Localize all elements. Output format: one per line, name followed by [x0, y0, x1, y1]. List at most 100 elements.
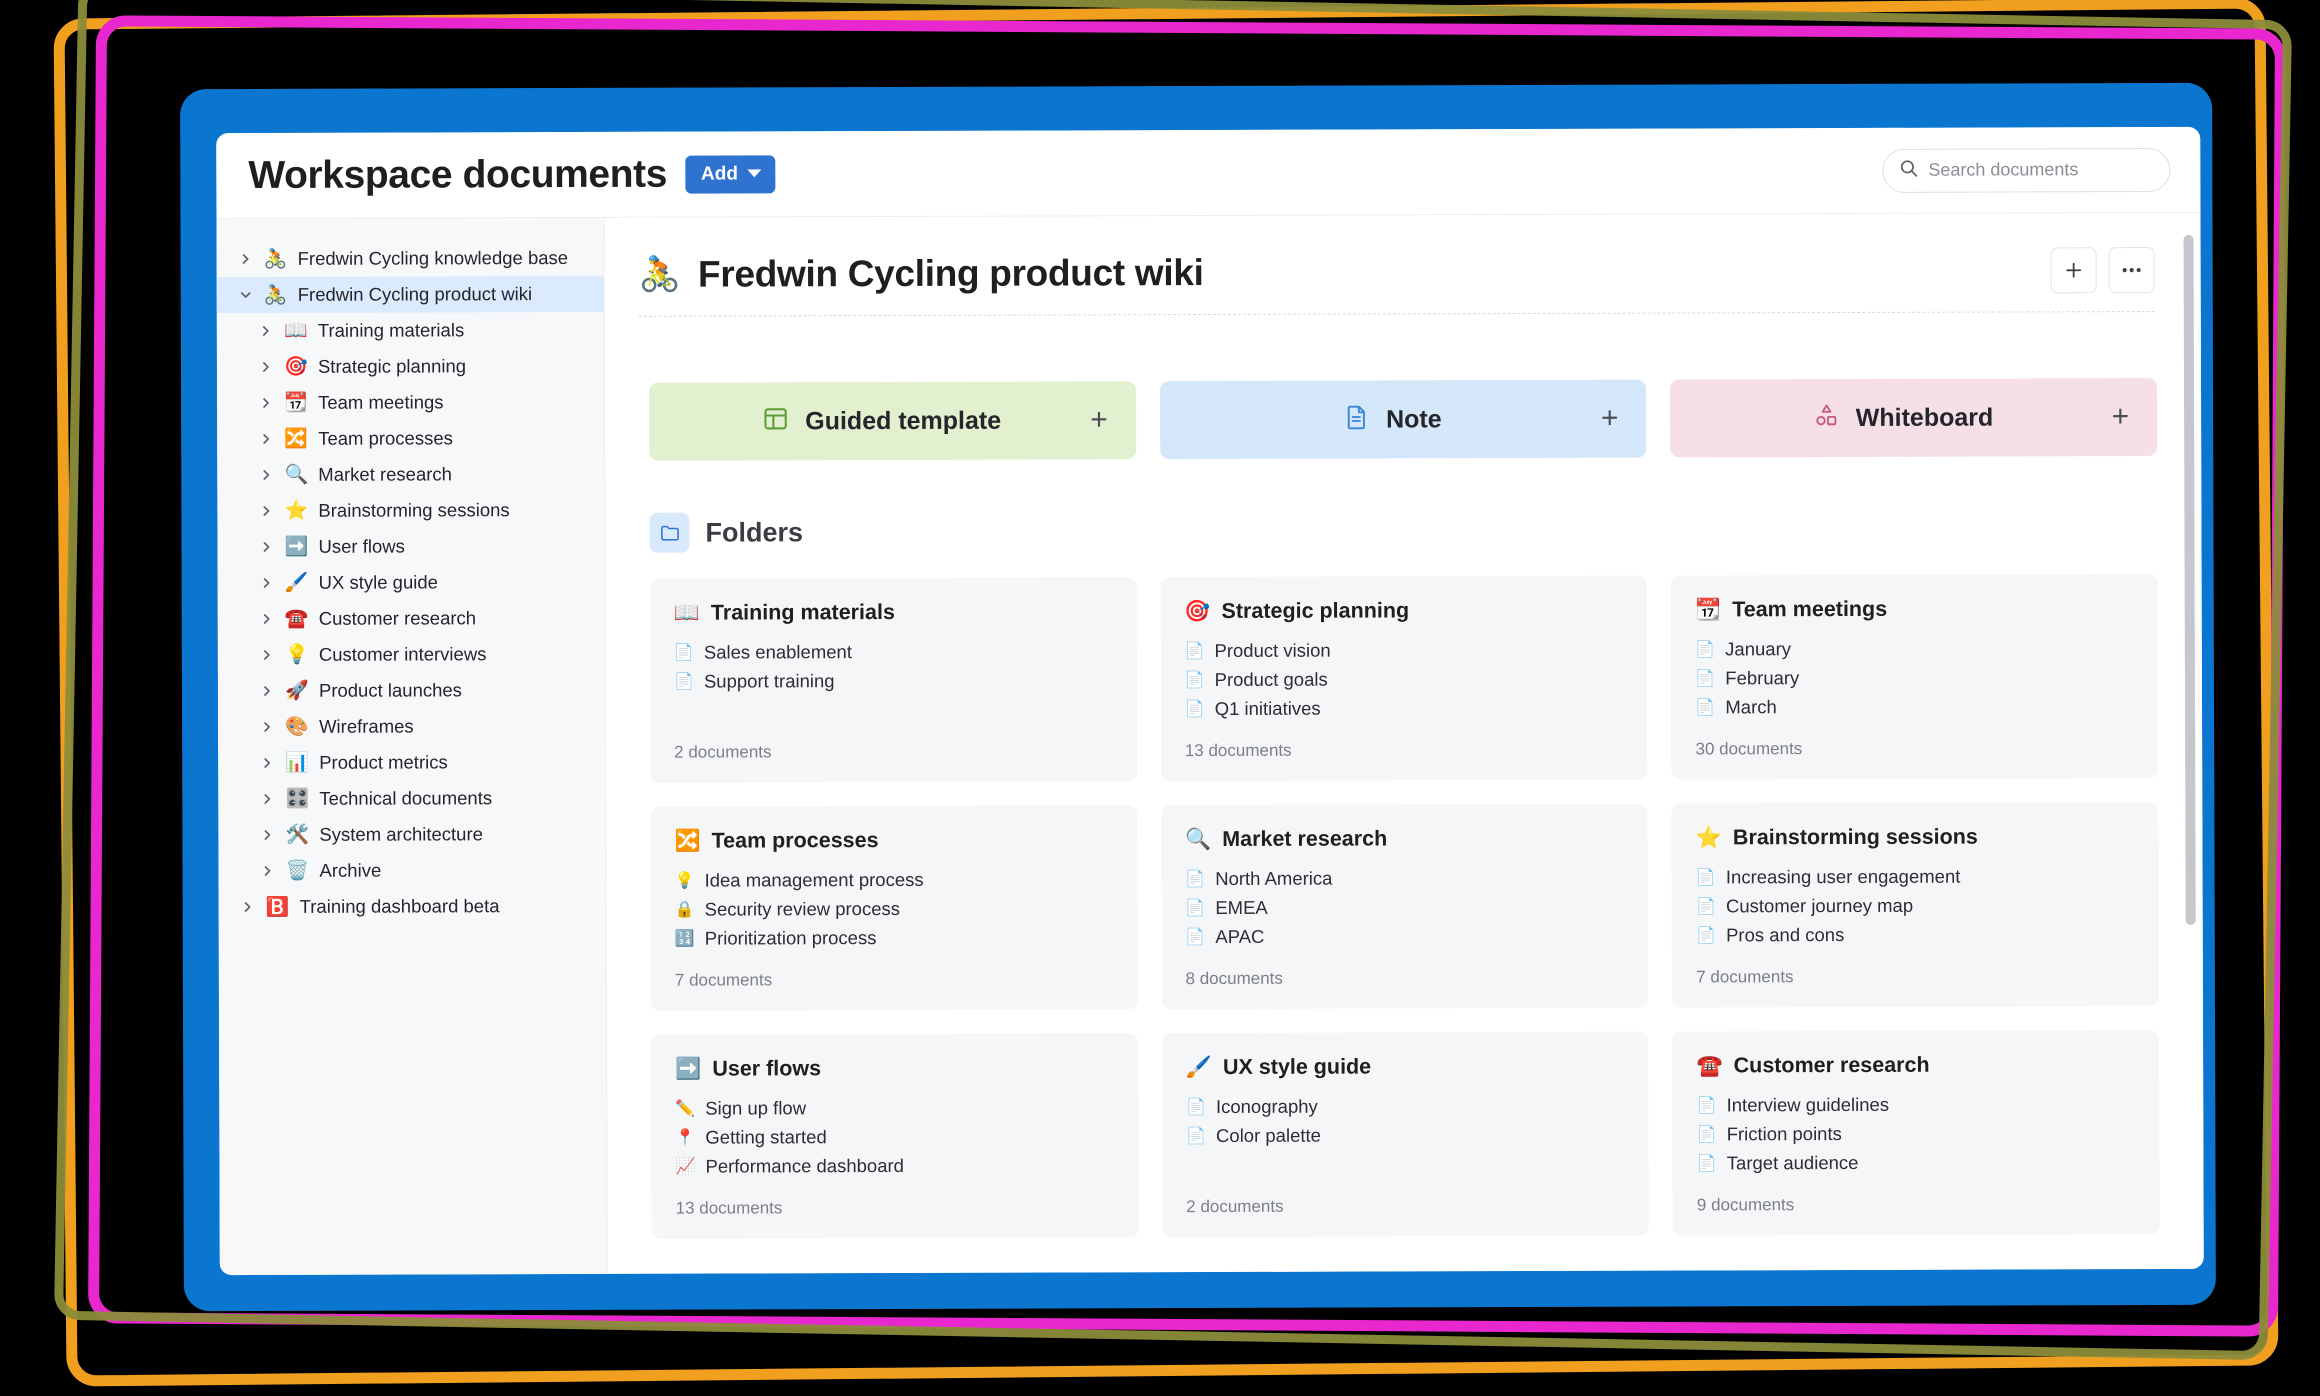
chevron-right-icon[interactable] — [253, 864, 283, 878]
sidebar-item-training-materials[interactable]: 📖 Training materials — [217, 312, 604, 349]
folder-document-item[interactable]: 🔢 Prioritization process — [675, 926, 1114, 949]
folder-document-item[interactable]: 📄 Increasing user engagement — [1696, 865, 2135, 888]
sidebar-item-label: User flows — [318, 535, 405, 557]
document-icon: 📄 — [1695, 896, 1716, 916]
chevron-right-icon[interactable] — [252, 612, 282, 626]
sidebar-item-customer-research[interactable]: ☎️ Customer research — [218, 600, 605, 637]
chevron-right-icon[interactable] — [252, 576, 282, 590]
chevron-right-icon[interactable] — [252, 720, 282, 734]
add-button[interactable]: Add — [684, 154, 775, 194]
folder-document-item[interactable]: 📄 North America — [1185, 867, 1624, 890]
folder-card[interactable]: 🔍 Market research 📄 North America 📄 EMEA 📄 APAC… — [1160, 803, 1649, 1010]
document-icon: 📄 — [1185, 869, 1206, 889]
sidebar-item-emoji: 🚴 — [263, 247, 288, 270]
chevron-right-icon[interactable] — [251, 360, 281, 374]
folder-card[interactable]: ➡️ User flows ✏️ Sign up flow 📍 Getting start… — [651, 1033, 1139, 1239]
chevron-right-icon[interactable] — [252, 756, 282, 770]
folder-document-item[interactable]: 🔒 Security review process — [675, 897, 1114, 920]
folder-card[interactable]: 🎯 Strategic planning 📄 Product vision 📄 Produ… — [1160, 575, 1648, 782]
sidebar-item-technical-documents[interactable]: 🎛️ Technical documents — [218, 780, 605, 817]
folder-card-header: 🔍 Market research — [1185, 826, 1624, 852]
document-name: Color palette — [1215, 1124, 1321, 1146]
folder-document-item[interactable]: 📄 Customer journey map — [1696, 894, 2135, 917]
plus-icon[interactable]: + — [1600, 401, 1619, 435]
chevron-right-icon[interactable] — [252, 828, 282, 842]
folder-document-item[interactable]: 📄 Friction points — [1697, 1122, 2136, 1145]
document-icon: 📄 — [673, 642, 694, 662]
folder-card[interactable]: 🔀 Team processes 💡 Idea management process 🔒… — [650, 805, 1138, 1011]
chevron-right-icon[interactable] — [252, 648, 282, 662]
folder-document-item[interactable]: 📄 Product goals — [1185, 668, 1624, 691]
folder-card[interactable]: 📖 Training materials 📄 Sales enablement 📄 Sup… — [649, 577, 1137, 783]
search-input[interactable] — [1928, 159, 2154, 181]
chevron-right-icon[interactable] — [251, 324, 281, 338]
document-name: North America — [1215, 867, 1333, 889]
chevron-down-icon[interactable] — [231, 288, 261, 302]
sidebar-item-label: Customer research — [318, 607, 477, 629]
folder-document-item[interactable]: 📄 Q1 initiatives — [1185, 697, 1624, 720]
sidebar-item-emoji: 📖 — [283, 319, 308, 342]
sidebar-item-user-flows[interactable]: ➡️ User flows — [217, 528, 604, 565]
create-note-card[interactable]: Note + — [1159, 379, 1647, 460]
chevron-right-icon[interactable] — [252, 684, 282, 698]
plus-icon[interactable]: + — [2111, 400, 2130, 434]
chevron-right-icon[interactable] — [251, 504, 281, 518]
folder-card[interactable]: ⭐ Brainstorming sessions 📄 Increasing user … — [1671, 802, 2159, 1008]
chevron-right-icon[interactable] — [233, 900, 263, 914]
sidebar-item-team-processes[interactable]: 🔀 Team processes — [217, 420, 604, 457]
folder-card[interactable]: 📆 Team meetings 📄 January 📄 February 📄 March 30 … — [1670, 574, 2159, 780]
folder-document-item[interactable]: 📄 Product vision — [1184, 639, 1623, 662]
create-whiteboard-card[interactable]: Whiteboard + — [1670, 378, 2158, 458]
document-name: Increasing user engagement — [1725, 865, 1961, 888]
ellipsis-icon[interactable] — [2108, 247, 2155, 294]
plus-icon[interactable] — [2050, 247, 2097, 294]
folder-document-item[interactable]: 📄 Color palette — [1186, 1124, 1625, 1147]
sidebar-tree[interactable]: 🚴 Fredwin Cycling knowledge base 🚴 Fredwin … — [216, 217, 608, 1276]
sidebar-item-system-architecture[interactable]: 🛠️ System architecture — [218, 816, 605, 853]
sidebar-item-customer-interviews[interactable]: 💡 Customer interviews — [218, 636, 605, 673]
sidebar-item-label: Technical documents — [319, 787, 493, 809]
folder-document-item[interactable]: 📄 Pros and cons — [1696, 923, 2135, 946]
sidebar-item-product-metrics[interactable]: 📊 Product metrics — [218, 744, 605, 781]
sidebar-item-product-launches[interactable]: 🚀 Product launches — [218, 672, 605, 709]
folder-card-title: Brainstorming sessions — [1732, 824, 1978, 850]
folder-document-item[interactable]: 📄 Support training — [674, 669, 1113, 692]
chevron-right-icon[interactable] — [231, 252, 261, 266]
folder-document-item[interactable]: 📄 EMEA — [1185, 896, 1624, 919]
sidebar-item-fredwin-cycling-knowledge-base[interactable]: 🚴 Fredwin Cycling knowledge base — [217, 240, 604, 277]
folder-document-item[interactable]: 📄 February — [1695, 666, 2134, 689]
sidebar-item-brainstorming-sessions[interactable]: ⭐ Brainstorming sessions — [217, 492, 604, 529]
folder-document-item[interactable]: 💡 Idea management process — [675, 868, 1114, 891]
folder-document-item[interactable]: 📄 Iconography — [1186, 1095, 1625, 1118]
sidebar-item-training-dashboard-beta[interactable]: 🅱️ Training dashboard beta — [219, 888, 606, 925]
folder-document-item[interactable]: 📈 Performance dashboard — [675, 1154, 1114, 1177]
chevron-right-icon[interactable] — [251, 396, 281, 410]
create-guided-template-card[interactable]: Guided template + — [648, 381, 1136, 461]
sidebar-item-strategic-planning[interactable]: 🎯 Strategic planning — [217, 348, 604, 385]
folder-document-item[interactable]: 📄 March — [1695, 695, 2134, 718]
folder-document-item[interactable]: 📄 Sales enablement — [674, 640, 1113, 663]
folder-document-item[interactable]: ✏️ Sign up flow — [675, 1096, 1114, 1119]
chevron-right-icon[interactable] — [251, 468, 281, 482]
search-box[interactable] — [1882, 147, 2171, 193]
document-name: Security review process — [704, 897, 901, 920]
chevron-right-icon[interactable] — [251, 540, 281, 554]
sidebar-item-emoji: ☎️ — [284, 607, 309, 630]
sidebar-item-wireframes[interactable]: 🎨 Wireframes — [218, 708, 605, 745]
chevron-right-icon[interactable] — [251, 432, 281, 446]
folder-document-item[interactable]: 📄 APAC — [1185, 925, 1624, 948]
chevron-right-icon[interactable] — [252, 792, 282, 806]
sidebar-item-fredwin-cycling-product-wiki[interactable]: 🚴 Fredwin Cycling product wiki — [216, 275, 604, 314]
main-scrollbar-thumb[interactable] — [2183, 234, 2196, 925]
folder-document-item[interactable]: 📄 January — [1695, 637, 2134, 660]
sidebar-item-archive[interactable]: 🗑️ Archive — [218, 852, 605, 889]
plus-icon[interactable]: + — [1090, 403, 1108, 437]
sidebar-item-market-research[interactable]: 🔍 Market research — [217, 456, 604, 493]
folder-document-item[interactable]: 📍 Getting started — [675, 1125, 1114, 1148]
folder-document-item[interactable]: 📄 Target audience — [1697, 1151, 2136, 1174]
folder-document-item[interactable]: 📄 Interview guidelines — [1697, 1093, 2136, 1116]
folder-card[interactable]: 🖌️ UX style guide 📄 Iconography 📄 Color palet… — [1161, 1031, 1650, 1238]
sidebar-item-ux-style-guide[interactable]: 🖌️ UX style guide — [218, 564, 605, 601]
sidebar-item-team-meetings[interactable]: 📆 Team meetings — [217, 384, 604, 421]
folder-card[interactable]: ☎️ Customer research 📄 Interview guidelines… — [1672, 1030, 2160, 1236]
